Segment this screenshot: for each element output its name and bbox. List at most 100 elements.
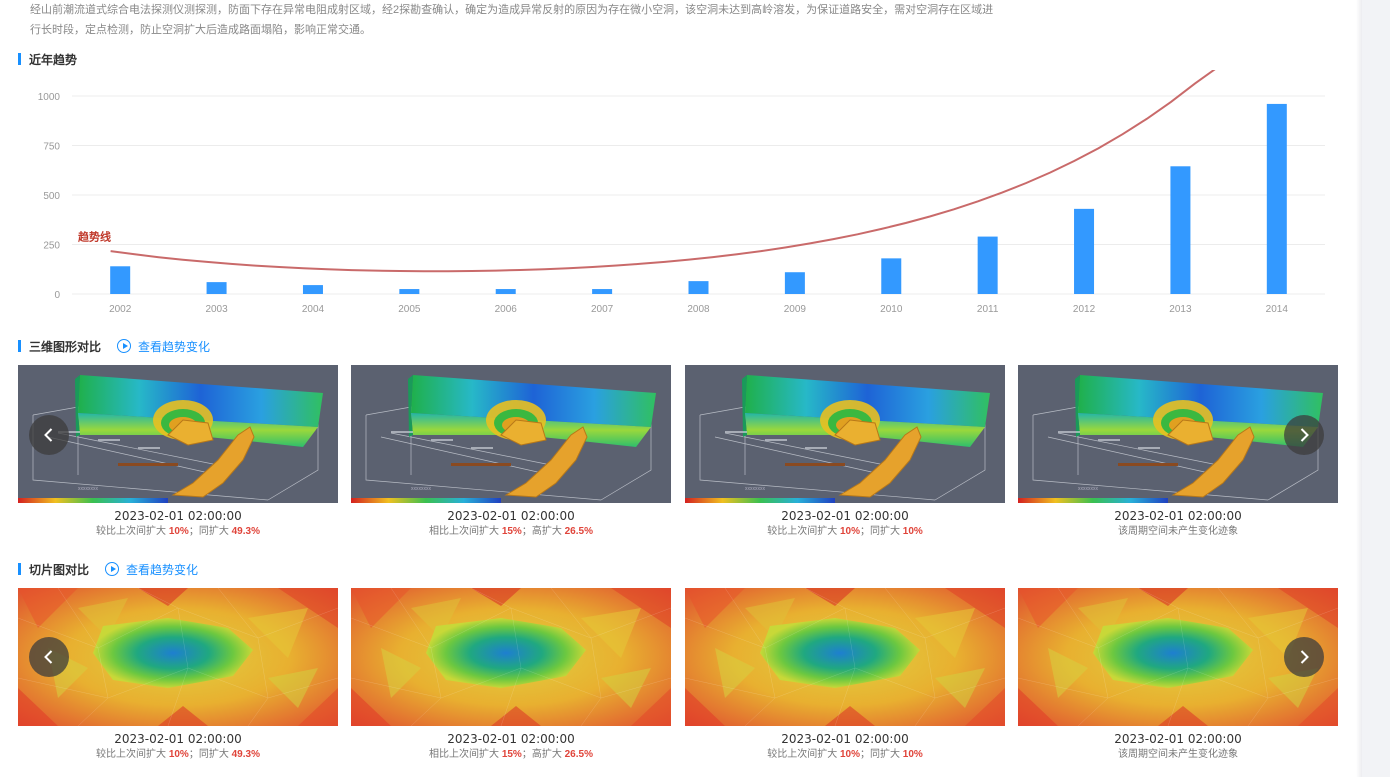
bar-2013[interactable] xyxy=(1170,166,1191,294)
y-tick-label: 750 xyxy=(43,142,60,153)
x-tick-label: 2010 xyxy=(880,304,903,315)
stat-mid: ；同扩大 xyxy=(860,749,903,760)
stat-value-2: 26.5% xyxy=(564,526,593,537)
intro-line-1: 经山前潮流道式综合电法探测仪测探测，防面下存在异常电阻成射区域，经2探勘查确认，… xyxy=(30,4,994,16)
stat-mid: ；同扩大 xyxy=(860,526,903,537)
card-3d[interactable]: 2023-02-01 02:00:00 相比上次间扩大 15%；高扩大 26.5… xyxy=(351,365,671,538)
card-change-stat: 较比上次间扩大 10%；同扩大 49.3% xyxy=(18,749,338,761)
scrollbar-track[interactable] xyxy=(1362,0,1390,777)
card-change-stat: 较比上次间扩大 10%；同扩大 49.3% xyxy=(18,526,338,538)
bar-2011[interactable] xyxy=(977,236,998,294)
card-timestamp: 2023-02-01 02:00:00 xyxy=(114,509,242,523)
slice-heatmap-image xyxy=(685,588,1005,726)
stat-mid: ；同扩大 xyxy=(188,749,232,760)
view-trend-link-3d[interactable]: 查看趋势变化 xyxy=(117,338,210,355)
y-tick-label: 500 xyxy=(43,191,60,202)
x-tick-label: 2002 xyxy=(109,304,132,315)
x-tick-label: 2004 xyxy=(302,304,325,315)
stat-mid: ；高扩大 xyxy=(521,526,565,537)
x-tick-label: 2005 xyxy=(398,304,421,315)
view-trend-label: 查看趋势变化 xyxy=(126,562,199,577)
bar-2005[interactable] xyxy=(399,289,420,294)
trend-line-label: 趋势线 xyxy=(78,230,111,244)
stat-value-2: 10% xyxy=(902,526,923,537)
bar-2014[interactable] xyxy=(1266,103,1287,294)
gallery-3d-prev-button[interactable] xyxy=(29,415,69,455)
gallery-3d-next-button[interactable] xyxy=(1284,415,1324,455)
section-slice-title: 切片图对比 查看趋势变化 xyxy=(18,561,198,577)
stat-mid: ；高扩大 xyxy=(521,749,565,760)
stat-prefix: 较比上次间扩大 xyxy=(767,526,840,537)
x-tick-label: 2013 xyxy=(1169,304,1192,315)
stat-value-1: 10% xyxy=(839,526,860,537)
slice-heatmap-image xyxy=(351,588,671,726)
play-circle-icon xyxy=(117,339,132,353)
chevron-left-icon xyxy=(44,650,53,664)
card-timestamp: 2023-02-01 02:00:00 xyxy=(447,732,575,746)
x-tick-label: 2014 xyxy=(1266,304,1289,315)
stat-value-2: 49.3% xyxy=(231,749,260,760)
x-tick-label: 2009 xyxy=(784,304,807,315)
stat-value-2: 26.5% xyxy=(564,749,593,760)
card-slice[interactable]: 2023-02-01 02:00:00 该周期空间未产生变化迹象 xyxy=(1018,588,1338,761)
chevron-right-icon xyxy=(1300,650,1309,664)
gallery-slice-next-button[interactable] xyxy=(1284,637,1324,677)
stat-prefix: 相比上次间扩大 xyxy=(429,749,502,760)
x-tick-label: 2012 xyxy=(1073,304,1096,315)
bar-2002[interactable] xyxy=(110,266,131,294)
stat-prefix: 较比上次间扩大 xyxy=(96,526,169,537)
card-change-stat: 该周期空间未产生变化迹象 xyxy=(1018,526,1338,538)
section-marker xyxy=(18,340,21,352)
x-tick-label: 2006 xyxy=(495,304,518,315)
section-marker xyxy=(18,563,21,575)
card-timestamp: 2023-02-01 02:00:00 xyxy=(447,509,575,523)
stat-value-2: 49.3% xyxy=(231,526,260,537)
stat-value-1: 10% xyxy=(168,749,189,760)
play-circle-icon xyxy=(105,562,120,576)
x-tick-label: 2008 xyxy=(687,304,710,315)
bar-2010[interactable] xyxy=(881,258,902,294)
section-3d-title: 三维图形对比 查看趋势变化 xyxy=(18,338,210,354)
bar-2008[interactable] xyxy=(688,281,709,294)
stat-prefix: 该周期空间未产生变化迹象 xyxy=(1118,749,1238,760)
card-slice[interactable]: 2023-02-01 02:00:00 相比上次间扩大 15%；高扩大 26.5… xyxy=(351,588,671,761)
card-change-stat: 该周期空间未产生变化迹象 xyxy=(1018,749,1338,761)
card-timestamp: 2023-02-01 02:00:00 xyxy=(114,732,242,746)
stat-value-1: 10% xyxy=(839,749,860,760)
card-3d[interactable]: 2023-02-01 02:00:00 较比上次间扩大 10%；同扩大 49.3… xyxy=(18,365,338,538)
card-slice[interactable]: 2023-02-01 02:00:00 较比上次间扩大 10%；同扩大 10% xyxy=(685,588,1005,761)
stat-prefix: 该周期空间未产生变化迹象 xyxy=(1118,526,1238,537)
stat-value-1: 15% xyxy=(501,749,522,760)
card-3d[interactable]: 2023-02-01 02:00:00 该周期空间未产生变化迹象 xyxy=(1018,365,1338,538)
3d-model-image xyxy=(685,365,1005,503)
trend-title-text: 近年趋势 xyxy=(29,52,78,67)
trend-chart: 0 250 500 750 1000 2002 2003 2004 2005 2006 2007 20… xyxy=(38,70,1325,315)
y-tick-label: 250 xyxy=(43,241,60,252)
card-slice[interactable]: 2023-02-01 02:00:00 较比上次间扩大 10%；同扩大 49.3… xyxy=(18,588,338,761)
bar-2004[interactable] xyxy=(302,285,323,294)
gallery-slice: 2023-02-01 02:00:00 较比上次间扩大 10%；同扩大 49.3… xyxy=(18,588,1338,768)
scroll-shade xyxy=(1356,0,1362,777)
compare3d-title-text: 三维图形对比 xyxy=(29,339,102,354)
gallery-slice-prev-button[interactable] xyxy=(29,637,69,677)
card-timestamp: 2023-02-01 02:00:00 xyxy=(1114,509,1242,523)
bar-2012[interactable] xyxy=(1074,208,1095,294)
bar-2009[interactable] xyxy=(784,272,805,294)
stat-value-2: 10% xyxy=(902,749,923,760)
intro-line-2: 行长时段，定点检测，防止空洞扩大后造成路面塌陷，影响正常交通。 xyxy=(30,24,371,36)
view-trend-label: 查看趋势变化 xyxy=(138,339,211,354)
card-change-stat: 相比上次间扩大 15%；高扩大 26.5% xyxy=(351,749,671,761)
card-timestamp: 2023-02-01 02:00:00 xyxy=(1114,732,1242,746)
x-tick-label: 2003 xyxy=(205,304,228,315)
card-change-stat: 较比上次间扩大 10%；同扩大 10% xyxy=(685,749,1005,761)
card-3d[interactable]: 2023-02-01 02:00:00 较比上次间扩大 10%；同扩大 10% xyxy=(685,365,1005,538)
y-tick-label: 0 xyxy=(54,290,60,301)
stat-value-1: 10% xyxy=(168,526,189,537)
view-trend-link-slice[interactable]: 查看趋势变化 xyxy=(105,561,198,578)
bar-2003[interactable] xyxy=(206,282,227,294)
bar-2006[interactable] xyxy=(495,289,516,294)
stat-value-1: 15% xyxy=(501,526,522,537)
bar-2007[interactable] xyxy=(592,289,613,294)
chevron-left-icon xyxy=(44,428,53,442)
card-change-stat: 较比上次间扩大 10%；同扩大 10% xyxy=(685,526,1005,538)
